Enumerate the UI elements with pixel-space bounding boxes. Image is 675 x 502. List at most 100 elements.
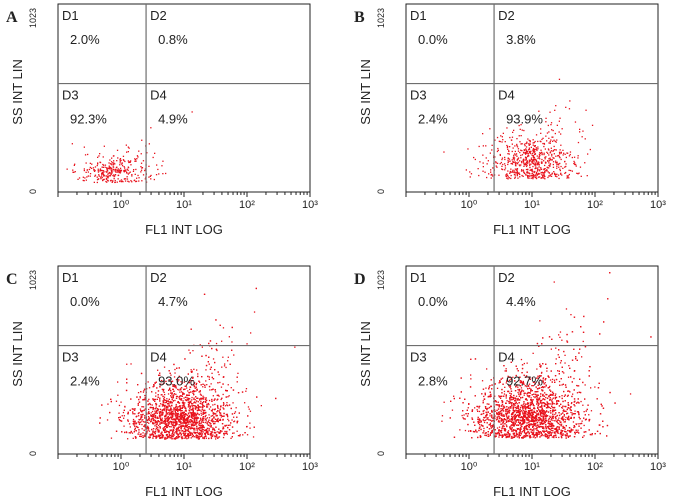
- event-dot: [119, 162, 121, 164]
- event-dot: [540, 128, 542, 130]
- event-dot: [556, 139, 558, 141]
- event-dot: [218, 428, 220, 430]
- event-dot: [176, 422, 178, 424]
- event-dot: [557, 155, 559, 157]
- event-dot: [190, 437, 192, 439]
- event-dot: [84, 154, 87, 156]
- event-dot: [175, 403, 177, 406]
- event-dot: [470, 173, 473, 175]
- event-dot: [203, 436, 205, 438]
- event-dot: [219, 381, 221, 384]
- event-dot: [163, 409, 165, 412]
- event-dot: [211, 410, 213, 412]
- event-dot: [173, 385, 175, 388]
- event-dot: [157, 427, 159, 429]
- event-dot: [514, 168, 516, 170]
- event-dot: [523, 165, 525, 167]
- event-dot: [123, 169, 126, 171]
- event-dot: [148, 428, 150, 430]
- event-dot: [212, 404, 214, 406]
- event-dot: [577, 157, 579, 159]
- event-dot: [488, 173, 490, 175]
- event-dot: [195, 383, 197, 386]
- event-dot: [506, 173, 508, 175]
- event-dot: [236, 416, 238, 418]
- event-dot: [173, 376, 176, 378]
- event-dot: [110, 398, 112, 400]
- event-dot: [201, 403, 203, 405]
- event-dot: [526, 160, 528, 163]
- event-dot: [138, 177, 140, 179]
- event-dot: [158, 429, 160, 431]
- event-dot: [498, 174, 500, 176]
- event-dot: [111, 180, 114, 182]
- quadrant-percent-d2: 3.8%: [506, 32, 536, 47]
- event-dot: [212, 420, 215, 422]
- event-dot: [556, 176, 558, 178]
- event-dot: [534, 145, 536, 147]
- event-dot: [544, 156, 546, 159]
- event-dot: [558, 78, 561, 80]
- event-dot: [158, 430, 160, 432]
- event-dot: [202, 425, 204, 427]
- event-dot: [109, 163, 112, 165]
- event-dot: [519, 160, 521, 162]
- event-dot: [211, 376, 213, 379]
- event-dot: [112, 164, 115, 166]
- event-dot: [193, 397, 195, 399]
- event-dot: [163, 388, 165, 391]
- event-dot: [178, 419, 180, 421]
- event-dot: [164, 406, 166, 408]
- event-dot: [170, 396, 173, 398]
- event-dot: [179, 419, 181, 421]
- event-dot: [549, 175, 551, 177]
- event-dot: [123, 415, 125, 417]
- event-dot: [541, 177, 543, 179]
- event-dot: [175, 409, 178, 411]
- event-dot: [205, 420, 207, 422]
- event-dot: [106, 419, 109, 421]
- event-dot: [187, 394, 189, 396]
- event-dot: [210, 434, 212, 436]
- event-dot: [144, 415, 146, 417]
- event-dot: [473, 156, 475, 159]
- event-dot: [180, 423, 182, 425]
- event-dot: [213, 413, 215, 415]
- y-tick-label-max: 1023: [28, 8, 38, 28]
- event-dot: [155, 410, 158, 413]
- event-dot: [546, 132, 549, 134]
- event-dot: [275, 397, 277, 400]
- event-dot: [115, 171, 117, 173]
- event-dot: [203, 293, 206, 295]
- event-dot: [140, 417, 142, 419]
- event-dot: [109, 174, 112, 176]
- event-dot: [144, 396, 147, 399]
- event-dot: [178, 406, 181, 408]
- event-dot: [152, 415, 155, 418]
- event-dot: [146, 419, 148, 421]
- event-dot: [153, 385, 155, 387]
- event-dot: [221, 430, 223, 432]
- event-dot: [195, 396, 197, 398]
- event-dot: [225, 366, 227, 369]
- event-dot: [96, 176, 98, 178]
- event-dot: [142, 399, 144, 401]
- event-dot: [172, 435, 174, 438]
- event-dot: [120, 159, 122, 162]
- event-dot: [191, 371, 193, 373]
- event-dot: [541, 138, 543, 141]
- event-dot: [194, 431, 197, 434]
- event-dot: [511, 159, 513, 161]
- event-dot: [179, 414, 181, 416]
- event-dot: [129, 426, 131, 428]
- event-dot: [525, 157, 528, 159]
- event-dot: [222, 327, 225, 329]
- event-dot: [215, 342, 218, 345]
- event-dot: [138, 401, 141, 403]
- event-dot: [542, 142, 544, 145]
- event-dot: [180, 398, 182, 400]
- event-dot: [190, 379, 192, 382]
- event-dot: [536, 148, 538, 150]
- event-dot: [218, 395, 220, 397]
- event-dot: [246, 426, 248, 428]
